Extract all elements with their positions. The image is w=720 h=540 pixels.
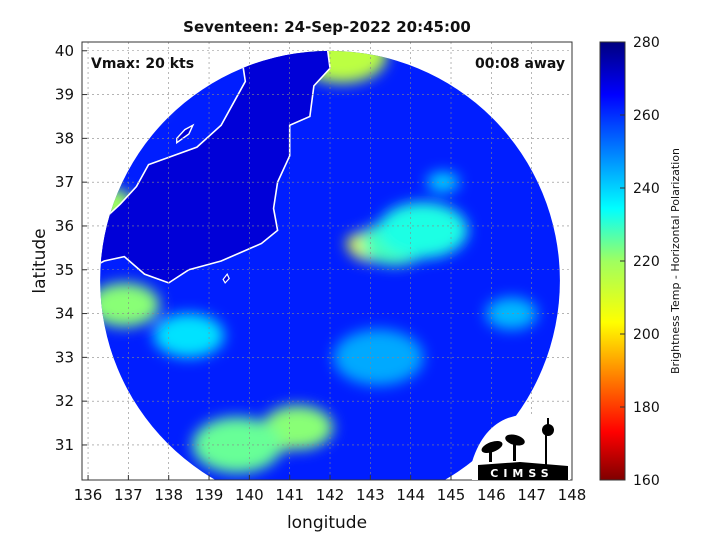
x-tick-label: 147 [517, 486, 546, 504]
y-axis-label: latitude [30, 228, 50, 293]
y-tick-label: 36 [55, 217, 74, 235]
y-tick-label: 34 [55, 305, 74, 323]
colorbar-tick-label: 260 [633, 108, 660, 124]
y-tick-label: 32 [55, 392, 74, 410]
y-tick-label: 35 [55, 261, 74, 279]
y-tick-label: 37 [55, 173, 74, 191]
cimss-logo: CIMSS [472, 415, 570, 480]
y-tick-label: 39 [55, 86, 74, 104]
colorbar-tick-label: 200 [633, 327, 660, 343]
x-tick-label: 139 [195, 486, 224, 504]
x-tick-label: 148 [558, 486, 587, 504]
y-axis-ticks: 31 32 33 34 35 36 37 38 39 40 [55, 42, 87, 454]
honshu-landmass [100, 50, 331, 284]
vmax-annotation: Vmax: 20 kts [91, 56, 194, 72]
x-tick-label: 145 [437, 486, 466, 504]
colorbar-tick-label: 240 [633, 181, 660, 197]
logo-text: CIMSS [490, 467, 553, 480]
x-tick-label: 141 [275, 486, 304, 504]
colorbar-label: Brightness Temp - Horizontal Polarizatio… [669, 148, 682, 374]
y-tick-label: 40 [55, 42, 74, 60]
x-tick-label: 136 [74, 486, 103, 504]
colorbar-tick-label: 180 [633, 400, 660, 416]
x-tick-label: 137 [114, 486, 143, 504]
y-tick-label: 38 [55, 129, 74, 147]
tb-feature [100, 282, 160, 327]
sado-island [176, 123, 195, 145]
oshima-island [222, 272, 230, 284]
colorbar-tick-label: 160 [633, 473, 660, 489]
colorbar-ticks: 160 180 200 220 240 260 280 [620, 35, 660, 489]
x-tick-label: 142 [316, 486, 345, 504]
y-tick-label: 31 [55, 436, 74, 454]
x-tick-label: 140 [235, 486, 264, 504]
plot-frame [81, 41, 573, 481]
grid-lines [82, 42, 572, 480]
y-tick-label: 33 [55, 348, 74, 366]
colorbar-tick-label: 220 [633, 254, 660, 270]
land-mass [100, 50, 331, 284]
chart-title: Seventeen: 24-Sep-2022 20:45:00 [183, 18, 471, 36]
x-axis-ticks: 136 137 138 139 140 141 142 143 144 145 146 147 148 [74, 475, 587, 504]
tb-feature [377, 202, 468, 259]
x-tick-label: 144 [396, 486, 425, 504]
colorbar-tick-label: 280 [633, 35, 660, 51]
x-tick-label: 146 [477, 486, 506, 504]
tb-feature [153, 313, 225, 358]
tb-feature [485, 297, 538, 330]
x-axis-label: longitude [287, 513, 367, 533]
x-tick-label: 138 [154, 486, 183, 504]
time-away-annotation: 00:08 away [475, 56, 565, 72]
x-tick-label: 143 [356, 486, 385, 504]
